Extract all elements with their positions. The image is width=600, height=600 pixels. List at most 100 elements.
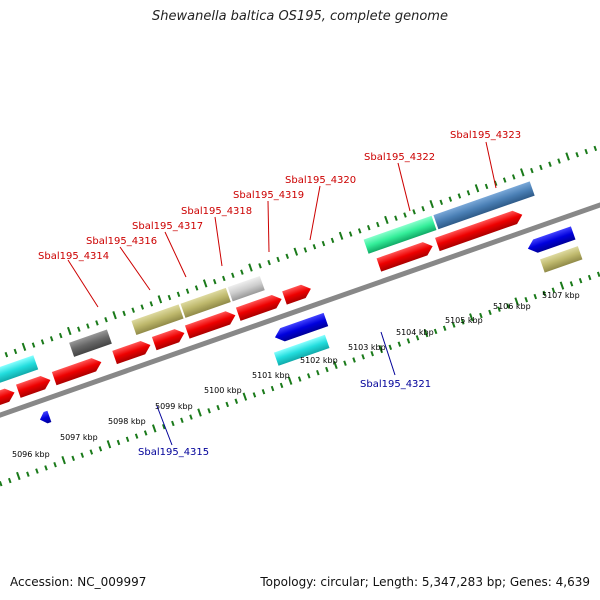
minor-tick: [125, 436, 130, 443]
minor-tick: [40, 339, 45, 345]
scale-label: 5100 kbp: [204, 386, 242, 395]
minor-tick: [86, 323, 90, 329]
minor-tick: [279, 382, 284, 389]
leader-top: [164, 231, 187, 278]
forward-cds-row: [0, 208, 525, 436]
major-tick: [197, 408, 202, 417]
cds-arrow[interactable]: [435, 208, 525, 252]
cds-arrow[interactable]: [376, 240, 435, 272]
cds-arrow[interactable]: [235, 292, 284, 321]
minor-tick: [551, 287, 556, 293]
scale-label: 5103 kbp: [348, 343, 386, 352]
scale-label: 5102 kbp: [300, 356, 338, 365]
major-tick: [157, 295, 163, 304]
feature-block-green[interactable]: [363, 215, 437, 254]
minor-tick: [376, 221, 380, 228]
cds-arrow-reverse[interactable]: [526, 226, 576, 255]
minor-tick: [134, 433, 139, 439]
scale-label: 5097 kbp: [60, 433, 98, 442]
minor-tick: [49, 336, 54, 342]
minor-tick: [325, 366, 329, 373]
cds-arrow[interactable]: [151, 326, 187, 351]
gene-label[interactable]: Sbal195_4322: [364, 152, 435, 163]
minor-tick: [539, 164, 543, 171]
gene-label[interactable]: Sbal195_4321: [360, 379, 431, 390]
minor-tick: [80, 452, 85, 458]
feature-block-khaki[interactable]: [131, 304, 184, 336]
major-tick: [565, 152, 570, 161]
minor-tick: [548, 161, 552, 167]
major-tick: [202, 279, 208, 288]
cds-arrow[interactable]: [112, 338, 152, 365]
cds-arrow-reverse[interactable]: [38, 410, 52, 426]
gene-label[interactable]: Sbal195_4320: [285, 175, 356, 186]
minor-tick: [530, 167, 534, 174]
minor-tick: [511, 174, 516, 180]
major-tick: [293, 247, 299, 256]
feature-block-cyan[interactable]: [273, 334, 330, 366]
leader-top: [67, 259, 99, 308]
cds-arrow-reverse[interactable]: [273, 312, 329, 344]
minor-tick: [466, 190, 471, 196]
minor-tick: [194, 285, 199, 291]
minor-tick: [306, 373, 311, 379]
major-tick: [61, 456, 66, 465]
minor-tick: [89, 449, 94, 455]
minor-tick: [234, 398, 239, 404]
minor-tick: [207, 408, 211, 414]
minor-tick: [348, 231, 353, 237]
cds-arrow[interactable]: [51, 356, 104, 386]
gene-label[interactable]: Sbal195_4318: [181, 206, 252, 217]
minor-tick: [367, 225, 371, 231]
leader-top: [397, 162, 411, 212]
minor-tick: [457, 193, 462, 199]
gene-label[interactable]: Sbal195_4319: [233, 190, 304, 201]
cds-arrow[interactable]: [282, 282, 313, 305]
major-tick: [248, 263, 253, 272]
major-tick: [423, 329, 429, 338]
minor-tick: [180, 417, 184, 423]
major-tick: [151, 424, 157, 433]
minor-tick: [316, 370, 320, 376]
minor-tick: [439, 199, 444, 206]
scale-label: 5104 kbp: [396, 328, 434, 337]
minor-tick: [303, 247, 308, 253]
minor-tick: [488, 309, 492, 316]
feature-block-lightgray[interactable]: [227, 275, 265, 302]
gene-label[interactable]: Sbal195_4323: [450, 130, 521, 141]
minor-tick: [116, 439, 121, 446]
cds-arrow[interactable]: [16, 373, 53, 398]
minor-tick: [276, 256, 280, 263]
minor-tick: [542, 290, 547, 297]
major-tick: [338, 231, 344, 240]
gene-label[interactable]: Sbal195_4316: [86, 236, 157, 247]
minor-tick: [403, 212, 407, 218]
feature-block-khaki[interactable]: [540, 246, 583, 273]
major-tick: [429, 199, 434, 209]
minor-tick: [26, 471, 30, 477]
minor-tick: [497, 306, 501, 312]
gene-label[interactable]: Sbal195_4315: [138, 447, 209, 458]
feature-block-khaki[interactable]: [180, 287, 231, 318]
minor-tick: [451, 322, 456, 328]
minor-tick: [225, 401, 229, 408]
gene-label[interactable]: Sbal195_4317: [132, 221, 203, 232]
minor-tick: [412, 209, 416, 215]
label-leaders: [67, 141, 497, 446]
minor-tick: [185, 288, 190, 294]
cds-arrow[interactable]: [184, 309, 238, 339]
feature-block-cyan[interactable]: [0, 355, 39, 385]
major-tick: [474, 184, 480, 193]
feature-block-gray[interactable]: [69, 329, 112, 357]
minor-tick: [189, 414, 193, 420]
scale-label: 5106 kbp: [493, 302, 531, 311]
forward-feature-row: [0, 181, 535, 385]
minor-tick: [122, 310, 126, 317]
minor-tick: [0, 481, 3, 487]
minor-tick: [415, 335, 420, 341]
leader-top: [119, 246, 151, 291]
minor-tick: [557, 158, 561, 164]
gene-label[interactable]: Sbal195_4314: [38, 251, 109, 262]
feature-block-steelblue[interactable]: [433, 181, 535, 230]
